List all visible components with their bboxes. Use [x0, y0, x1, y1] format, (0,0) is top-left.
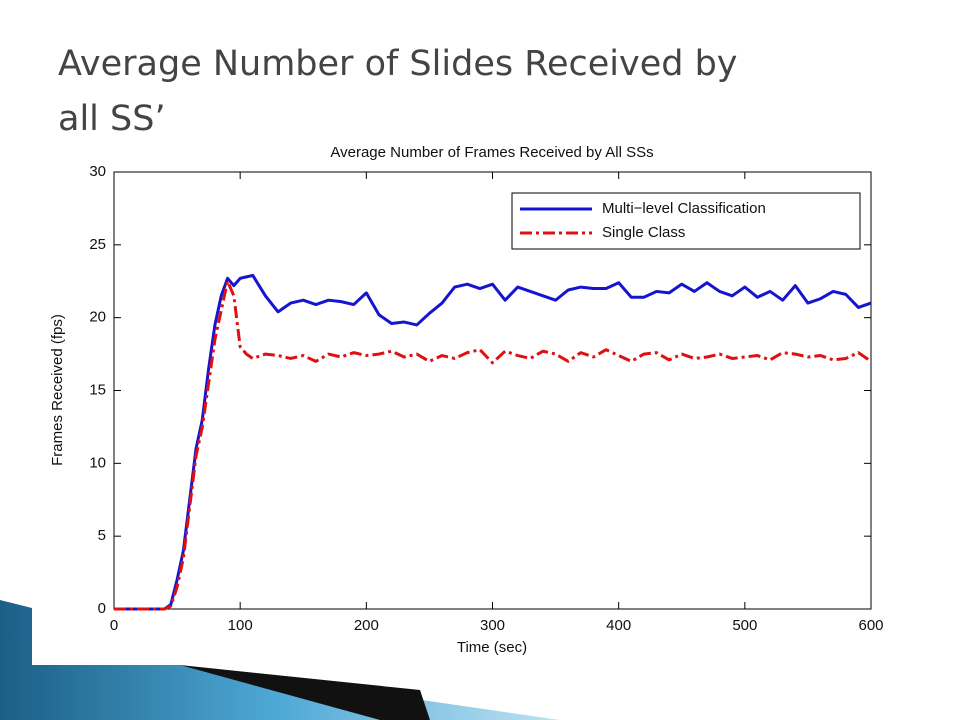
- x-tick-label: 200: [354, 617, 379, 634]
- legend-label: Multi−level Classification: [602, 200, 766, 217]
- chart-background: [32, 160, 890, 665]
- x-tick-label: 100: [228, 617, 253, 634]
- decoration: [0, 600, 560, 720]
- legend-box: [511, 192, 861, 250]
- chart-title: Average Number of Frames Received by All…: [330, 144, 653, 161]
- x-tick-label: 300: [480, 617, 505, 634]
- data-line: [114, 273, 872, 611]
- x-axis-label: Time (sec): [457, 639, 527, 656]
- data-line: [114, 279, 872, 611]
- x-tick-label: 400: [606, 617, 631, 634]
- y-tick-label: 25: [89, 236, 106, 253]
- x-tick-label: 0: [110, 617, 118, 634]
- y-tick-label: 15: [89, 381, 106, 398]
- slide-title: all SS’: [58, 99, 166, 139]
- y-axis-label: Frames Received (fps): [49, 314, 66, 466]
- slide-title: Average Number of Slides Received by: [58, 44, 738, 84]
- y-tick-label: 5: [98, 527, 106, 544]
- y-tick-label: 20: [89, 309, 106, 326]
- x-tick-label: 500: [732, 617, 757, 634]
- y-tick-label: 10: [89, 454, 106, 471]
- x-tick-label: 600: [858, 617, 883, 634]
- y-tick-label: 0: [98, 600, 106, 617]
- legend-label: Single Class: [602, 224, 685, 241]
- decoration: [180, 665, 430, 720]
- y-tick-label: 30: [89, 163, 106, 180]
